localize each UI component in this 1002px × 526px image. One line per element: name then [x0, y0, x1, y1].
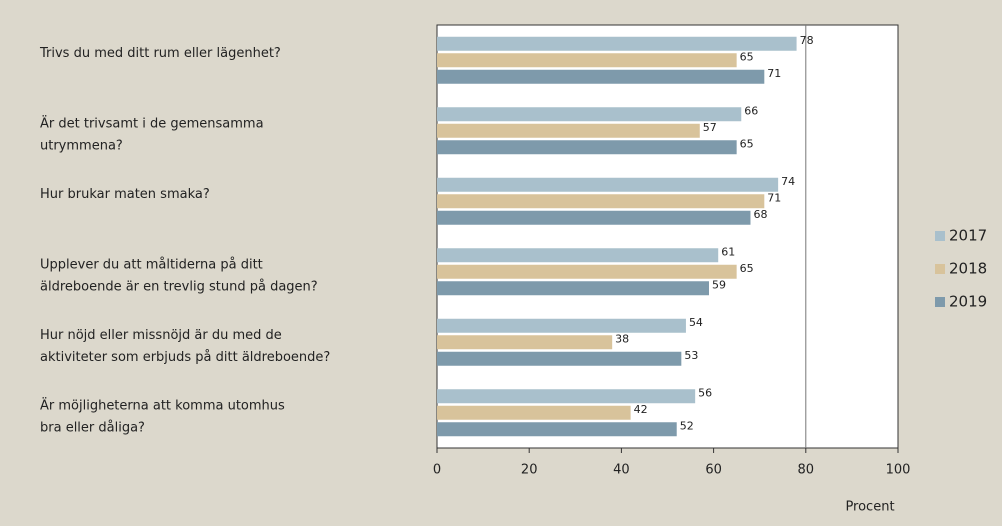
value-label: 74 [781, 175, 795, 188]
x-tick-label: 20 [521, 463, 538, 478]
bar [437, 140, 737, 155]
value-label: 65 [740, 50, 754, 63]
category-label: Är det trivsamt i de gemensamma [40, 115, 264, 131]
x-tick-label: 60 [705, 463, 722, 478]
x-tick-label: 80 [798, 463, 815, 478]
value-label: 71 [767, 191, 781, 204]
x-tick-label: 40 [613, 463, 630, 478]
bar [437, 389, 696, 404]
value-label: 54 [689, 316, 703, 329]
bar [437, 422, 677, 437]
category-label: äldreboende är en trevlig stund på dagen… [40, 279, 318, 294]
bar [437, 318, 686, 333]
category-label: Upplever du att måltiderna på ditt [40, 257, 263, 272]
value-label: 68 [753, 208, 767, 221]
value-label: 53 [684, 349, 698, 362]
legend-label: 2019 [949, 293, 987, 311]
value-label: 71 [767, 67, 781, 80]
x-axis-label: Procent [845, 500, 894, 515]
bar [437, 107, 742, 122]
bar [437, 248, 719, 263]
value-label: 78 [800, 34, 814, 47]
category-label: aktiviteter som erbjuds på ditt äldreboe… [40, 350, 330, 365]
value-label: 65 [740, 137, 754, 150]
bar [437, 69, 765, 84]
bar [437, 210, 751, 225]
bar [437, 351, 682, 366]
legend-swatch [935, 264, 945, 274]
category-label: utrymmena? [40, 138, 123, 153]
value-label: 42 [634, 403, 648, 416]
legend-swatch [935, 231, 945, 241]
bar [437, 335, 613, 350]
value-label: 52 [680, 419, 694, 432]
category-label: Hur nöjd eller missnöjd är du med de [40, 328, 282, 343]
value-label: 59 [712, 278, 726, 291]
legend-swatch [935, 297, 945, 307]
bar [437, 264, 737, 279]
x-tick-label: 0 [433, 463, 441, 478]
bar [437, 194, 765, 209]
value-label: 65 [740, 262, 754, 275]
bar [437, 36, 797, 51]
bar [437, 53, 737, 68]
category-label: Hur brukar maten smaka? [40, 187, 210, 202]
plot-area [436, 24, 899, 449]
value-label: 56 [698, 386, 712, 399]
bar [437, 123, 700, 138]
x-tick-label: 100 [886, 463, 911, 478]
category-label: bra eller dåliga? [40, 420, 145, 435]
category-label: Är möjligheterna att komma utomhus [40, 397, 285, 413]
legend-label: 2018 [949, 260, 987, 278]
category-label: Trivs du med ditt rum eller lägenhet? [39, 46, 281, 61]
value-label: 38 [615, 332, 629, 345]
bar [437, 405, 631, 420]
bar [437, 177, 779, 192]
value-label: 57 [703, 121, 717, 134]
value-label: 66 [744, 104, 758, 117]
legend-label: 2017 [949, 227, 987, 245]
bar [437, 281, 709, 296]
value-label: 61 [721, 245, 735, 258]
